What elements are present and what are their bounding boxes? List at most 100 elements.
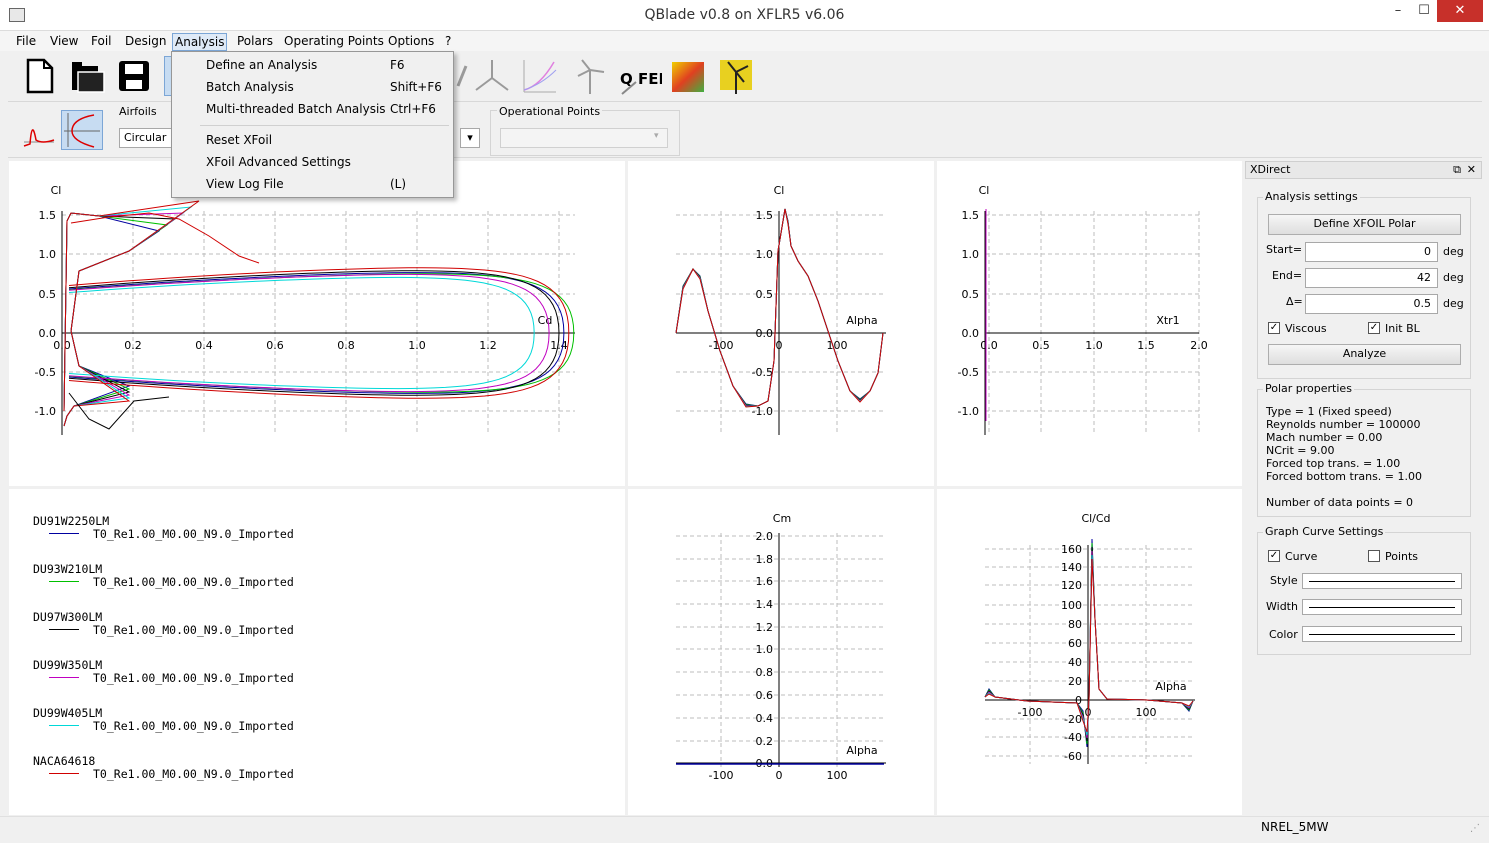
x-tick-label: -100 [1018,706,1043,719]
define-xfoil-polar-button[interactable]: Define XFOIL Polar [1268,214,1461,235]
xdirect-title: XDirect ⧉ ✕ [1245,161,1482,179]
y-tick-label: -1.0 [958,405,979,418]
menu-view-log[interactable]: View Log File [206,177,284,191]
init-bl-checkbox[interactable]: ✓ [1368,322,1380,334]
x-axis-label: Cd [538,314,553,327]
y-tick-label: 80 [1068,618,1082,631]
points-checkbox[interactable] [1368,550,1380,562]
resize-grip-icon[interactable]: ⋰ [1470,823,1480,834]
analysis-settings-label: Analysis settings [1263,190,1360,203]
y-tick-label: 40 [1068,656,1082,669]
curve-checkbox[interactable]: ✓ [1268,550,1280,562]
graph-clcd-alpha[interactable]: -100 0 100 160 140 120 100 80 60 40 20 0 -20 -40 -60 Cl… [937,489,1242,815]
float-dock-icon[interactable]: ⧉ [1453,163,1461,176]
y-tick-label: 0.8 [756,666,774,679]
rotor-icon[interactable] [472,56,512,96]
y-tick-label: -0.5 [958,366,979,379]
y-tick-label: 0 [1075,694,1082,707]
x-tick-label: 100 [1136,706,1157,719]
power-curve-icon[interactable] [520,56,560,96]
start-input[interactable]: 0 [1305,242,1438,262]
start-unit: deg [1443,245,1464,258]
x-axis-label: Xtr1 [1156,314,1179,327]
turbine-icon[interactable] [570,56,610,96]
menu-polars[interactable]: Polars [237,34,274,48]
legend-polar-name: T0_Re1.00_M0.00_N9.0_Imported [93,719,294,733]
new-file-icon[interactable] [20,56,60,96]
y-tick-label: 1.2 [756,621,774,634]
y-axis-label: Cl [51,184,62,197]
init-bl-label: Init BL [1385,322,1420,335]
menu-separator [200,125,449,126]
y-tick-label: 0.6 [756,689,774,702]
analyze-button[interactable]: Analyze [1268,344,1461,365]
analysis-menu: Define an Analysis F6 Batch Analysis Shi… [171,51,454,198]
style-selector[interactable] [1302,573,1462,589]
heatmap-icon[interactable] [668,56,708,96]
oppoint-combo[interactable] [500,128,668,148]
y-tick-label: 140 [1061,561,1082,574]
menu-view[interactable]: View [50,34,79,48]
graph-cl-alpha[interactable]: -100 0 100 1.5 1.0 0.5 0.0 -0.5 -1.0 Cl Alpha [628,161,934,486]
title-bar: QBlade v0.8 on XFLR5 v6.06 – ☐ ✕ [0,0,1489,31]
airfoils-label: Airfoils [117,105,159,118]
prop-spacer [1266,483,1422,496]
graph-cl-xtr[interactable]: 0.0 0.5 1.0 1.5 2.0 1.5 1.0 0.5 0.0 -0.5 -1.0 Cl Xtr… [937,161,1242,486]
project-name: NREL_5MW [1261,820,1329,834]
width-selector[interactable] [1302,599,1462,615]
polar-properties-text: Type = 1 (Fixed speed) Reynolds number =… [1266,405,1422,509]
menu-reset-xfoil[interactable]: Reset XFoil [206,133,273,147]
menu-help[interactable]: ? [445,34,452,48]
x-tick-label: 2.0 [1190,339,1208,352]
oppoints-label: Operational Points [497,105,603,118]
legend-polar-name: T0_Re1.00_M0.00_N9.0_Imported [93,575,294,589]
wind-turbine-heatmap-icon[interactable] [716,56,756,96]
x-tick-label: 0.2 [124,339,142,352]
xdirect-dock: XDirect ⧉ ✕ Analysis settings Define XFO… [1245,161,1482,816]
menu-operating-points[interactable]: Operating Points [284,34,384,48]
prop-ncrit: NCrit = 9.00 [1266,444,1335,457]
cl-alpha-curve-5 [675,208,884,408]
blade-icon-partial[interactable] [456,56,470,96]
menu-batch-analysis[interactable]: Batch Analysis [206,80,294,94]
y-tick-label: 0.0 [962,327,980,340]
minimize-button[interactable]: – [1394,3,1402,18]
delta-input[interactable]: 0.5 [1305,294,1438,314]
menu-xfoil-advanced[interactable]: XFoil Advanced Settings [206,155,351,169]
curve-label: Curve [1285,550,1318,563]
viscous-checkbox[interactable]: ✓ [1268,322,1280,334]
airfoil-combo[interactable]: Circular Fo [119,128,179,148]
polar-view-icon[interactable] [61,110,103,150]
menu-file[interactable]: File [16,34,37,48]
x-tick-label: 0 [776,769,783,782]
legend-line [49,581,79,582]
polar-curve-4 [68,276,535,390]
open-folder-icon[interactable] [68,56,108,96]
polar-combo-arrow[interactable]: ▾ [460,128,480,148]
save-icon[interactable] [114,56,154,96]
maximize-button[interactable]: ☐ [1418,3,1430,18]
qfem-icon[interactable]: Q FEM [618,56,673,96]
close-button[interactable]: ✕ [1437,0,1483,22]
menu-design[interactable]: Design [125,34,167,48]
y-tick-label: 1.4 [756,598,774,611]
polar-properties-group [1257,389,1471,517]
color-selector[interactable] [1302,626,1462,642]
polar-black-low [68,392,170,430]
menu-foil[interactable]: Foil [91,34,112,48]
menu-options[interactable]: Options [388,34,435,48]
width-label: Width [1266,600,1298,613]
menu-multithreaded-batch[interactable]: Multi-threaded Batch Analysis [206,102,386,116]
x-tick-label: -100 [709,339,734,352]
menu-analysis[interactable]: Analysis [172,33,228,51]
graph-cl-cd[interactable]: 0.0 0.2 0.4 0.6 0.8 1.0 1.2 1.4 1.5 1.0 0.5 0.0 -0.5… [9,161,625,486]
end-input[interactable]: 42 [1305,268,1438,288]
polar-curve-0 [68,272,565,394]
y-tick-label: -1.0 [752,405,773,418]
opp-view-icon[interactable] [20,110,56,150]
y-tick-label: 0.0 [756,327,774,340]
graph-cm-alpha[interactable]: -100 0 100 2.0 1.8 1.6 1.4 1.2 1.0 0.8 0.6 0.4 0.2 0.… [628,489,934,815]
y-tick-label: 20 [1068,675,1082,688]
close-dock-icon[interactable]: ✕ [1466,163,1476,176]
menu-define-analysis[interactable]: Define an Analysis [206,58,318,72]
